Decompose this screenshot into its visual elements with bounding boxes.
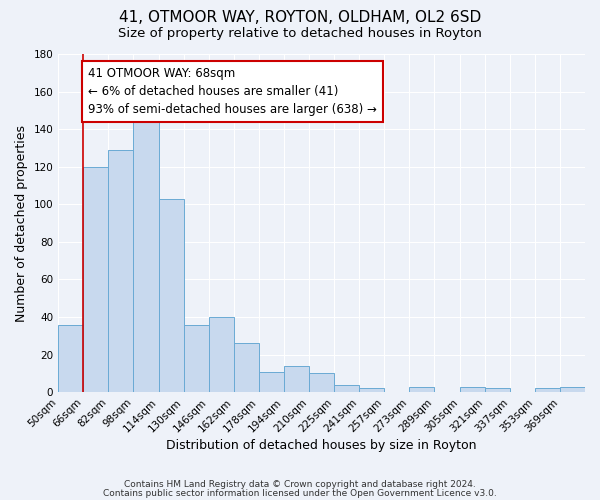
Bar xyxy=(58,324,83,392)
Bar xyxy=(133,122,158,392)
Text: Size of property relative to detached houses in Royton: Size of property relative to detached ho… xyxy=(118,28,482,40)
Bar xyxy=(209,317,234,392)
Bar xyxy=(560,386,585,392)
Bar xyxy=(259,372,284,392)
Bar xyxy=(359,388,385,392)
Bar xyxy=(460,386,485,392)
Bar xyxy=(535,388,560,392)
Y-axis label: Number of detached properties: Number of detached properties xyxy=(15,124,28,322)
Text: 41, OTMOOR WAY, ROYTON, OLDHAM, OL2 6SD: 41, OTMOOR WAY, ROYTON, OLDHAM, OL2 6SD xyxy=(119,10,481,25)
Bar xyxy=(184,324,209,392)
X-axis label: Distribution of detached houses by size in Royton: Distribution of detached houses by size … xyxy=(166,440,477,452)
Bar xyxy=(409,386,434,392)
Bar xyxy=(284,366,309,392)
Text: Contains HM Land Registry data © Crown copyright and database right 2024.: Contains HM Land Registry data © Crown c… xyxy=(124,480,476,489)
Bar xyxy=(334,384,359,392)
Bar xyxy=(158,198,184,392)
Text: Contains public sector information licensed under the Open Government Licence v3: Contains public sector information licen… xyxy=(103,488,497,498)
Bar xyxy=(485,388,510,392)
Text: 41 OTMOOR WAY: 68sqm
← 6% of detached houses are smaller (41)
93% of semi-detach: 41 OTMOOR WAY: 68sqm ← 6% of detached ho… xyxy=(88,67,377,116)
Bar xyxy=(83,166,109,392)
Bar xyxy=(109,150,133,392)
Bar xyxy=(234,344,259,392)
Bar xyxy=(309,374,334,392)
